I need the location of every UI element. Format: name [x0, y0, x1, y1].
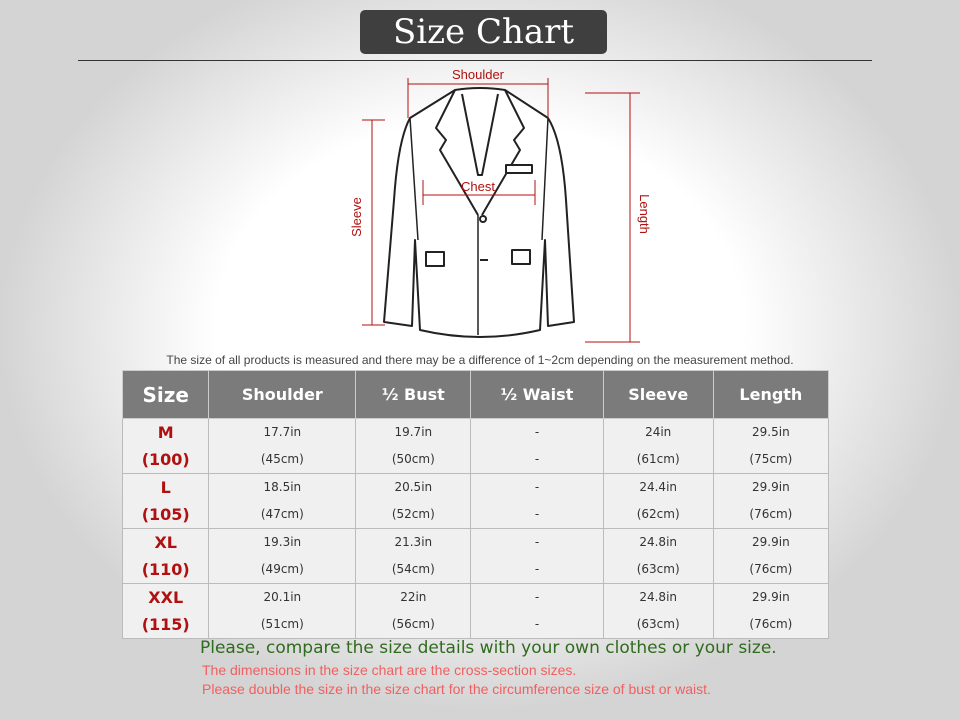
- jacket-diagram: Shoulder Chest Sleeve Length: [349, 67, 652, 343]
- table-cell: 22in (56cm): [355, 583, 472, 639]
- cell-line: (47cm): [260, 507, 304, 521]
- header-cell: ½ Bust: [355, 370, 472, 419]
- table-cell: --: [470, 473, 604, 529]
- cell-line: (63cm): [636, 562, 680, 576]
- note: The size of all products is measured and…: [166, 353, 794, 367]
- size-cell: XL (110): [121, 528, 210, 584]
- cell-line: (115): [141, 615, 190, 634]
- table-cell: 20.5in (52cm): [355, 473, 472, 529]
- size-cell: XXL (115): [121, 583, 210, 639]
- table-cell: 24.8in (63cm): [602, 528, 714, 584]
- table-cell: 29.5in (75cm): [712, 418, 830, 474]
- header-cell: Sleeve: [602, 370, 714, 419]
- table-cell: 24in (61cm): [602, 418, 714, 474]
- red-note: The dimensions in the size chart are the…: [202, 662, 577, 678]
- size-table: Size Shoulder ½ Bust ½ Waist Sleeve Length M (1…: [121, 370, 830, 639]
- title: Size Chart: [360, 10, 607, 54]
- cell-line: XL: [154, 533, 177, 552]
- table-cell: 21.3in (54cm): [355, 528, 472, 584]
- table-cell: 29.9in (76cm): [712, 528, 830, 584]
- cell-line: (76cm): [749, 617, 793, 631]
- cell-line: 21.3in: [394, 535, 433, 549]
- label-length: Length: [637, 194, 652, 234]
- table-cell: 17.7in (45cm): [208, 418, 357, 474]
- cell-line: 20.5in: [394, 480, 433, 494]
- cell-line: -: [534, 425, 540, 439]
- rule: [78, 60, 872, 61]
- cell-line: 29.5in: [752, 425, 790, 439]
- table-cell: 24.8in (63cm): [602, 583, 714, 639]
- table-cell: 24.4in (62cm): [602, 473, 714, 529]
- table-cell: 19.3in (49cm): [208, 528, 357, 584]
- cell-line: 22in: [400, 590, 427, 604]
- cell-line: (76cm): [749, 507, 793, 521]
- table-cell: 20.1in (51cm): [208, 583, 357, 639]
- cell-line: -: [534, 452, 540, 466]
- header-cell: Length: [712, 370, 830, 419]
- cell-line: (51cm): [260, 617, 304, 631]
- cell-line: (62cm): [636, 507, 680, 521]
- cell-line: (63cm): [636, 617, 680, 631]
- table-row: XL (110) 19.3in (49cm) 21.3in (54cm) - -24.8in(…: [121, 528, 830, 584]
- cell-line: -: [534, 535, 540, 549]
- cell-line: (76cm): [749, 562, 793, 576]
- cell-line: -: [534, 562, 540, 576]
- table-cell: 29.9in (76cm): [712, 473, 830, 529]
- cell-line: (110): [141, 560, 190, 579]
- table-row: XXL (115) 20.1in (51cm) 22in (56cm) - -24.8in (6…: [121, 583, 830, 639]
- table-cell: --: [470, 418, 604, 474]
- cell-line: 17.7in: [263, 425, 302, 439]
- size-cell: M (100): [121, 418, 210, 474]
- cell-line: M: [157, 423, 174, 442]
- cell-line: (56cm): [391, 617, 435, 631]
- cell-line: -: [534, 590, 540, 604]
- cell-line: (52cm): [391, 507, 435, 521]
- header-cell: Shoulder: [208, 370, 357, 419]
- label-sleeve: Sleeve: [349, 197, 364, 237]
- label-shoulder: Shoulder: [452, 67, 505, 82]
- header-cell: Size: [121, 370, 210, 419]
- cell-line: -: [534, 480, 540, 494]
- cell-line: 24.4in: [639, 480, 678, 494]
- cell-line: 29.9in: [752, 590, 790, 604]
- table-cell: 18.5in (47cm): [208, 473, 357, 529]
- header-cell: ½ Waist: [470, 370, 604, 419]
- cell-line: (49cm): [260, 562, 304, 576]
- compare-note: Please, compare the size details with yo…: [200, 638, 777, 658]
- table-cell: --: [470, 583, 604, 639]
- table-row: M (100) 17.7in (45cm) 19.7in (50cm) - -24in (61c…: [121, 418, 830, 474]
- red-note: Please double the size in the size chart…: [202, 681, 711, 697]
- cell-line: 18.5in: [263, 480, 302, 494]
- cell-line: (100): [141, 450, 190, 469]
- label-chest: Chest: [461, 179, 495, 194]
- cell-line: 24.8in: [639, 590, 678, 604]
- cell-line: 19.7in: [394, 425, 433, 439]
- size-cell: L (105): [121, 473, 210, 529]
- cell-line: (50cm): [391, 452, 435, 466]
- cell-line: (61cm): [636, 452, 680, 466]
- cell-line: (105): [141, 505, 190, 524]
- cell-line: 29.9in: [752, 535, 790, 549]
- cell-line: (75cm): [749, 452, 793, 466]
- cell-line: (54cm): [391, 562, 435, 576]
- cell-line: L: [160, 478, 171, 497]
- table-cell: 19.7in (50cm): [355, 418, 472, 474]
- cell-line: 24.8in: [639, 535, 678, 549]
- cell-line: 20.1in: [263, 590, 302, 604]
- table-cell: --: [470, 528, 604, 584]
- cell-line: 19.3in: [263, 535, 302, 549]
- table-cell: 29.9in (76cm): [712, 583, 830, 639]
- cell-line: 29.9in: [752, 480, 790, 494]
- cell-line: -: [534, 507, 540, 521]
- cell-line: -: [534, 617, 540, 631]
- cell-line: 24in: [645, 425, 672, 439]
- table-row: L (105) 18.5in (47cm) 20.5in (52cm) - -24.4in (6…: [121, 473, 830, 529]
- cell-line: XXL: [148, 588, 184, 607]
- cell-line: (45cm): [260, 452, 304, 466]
